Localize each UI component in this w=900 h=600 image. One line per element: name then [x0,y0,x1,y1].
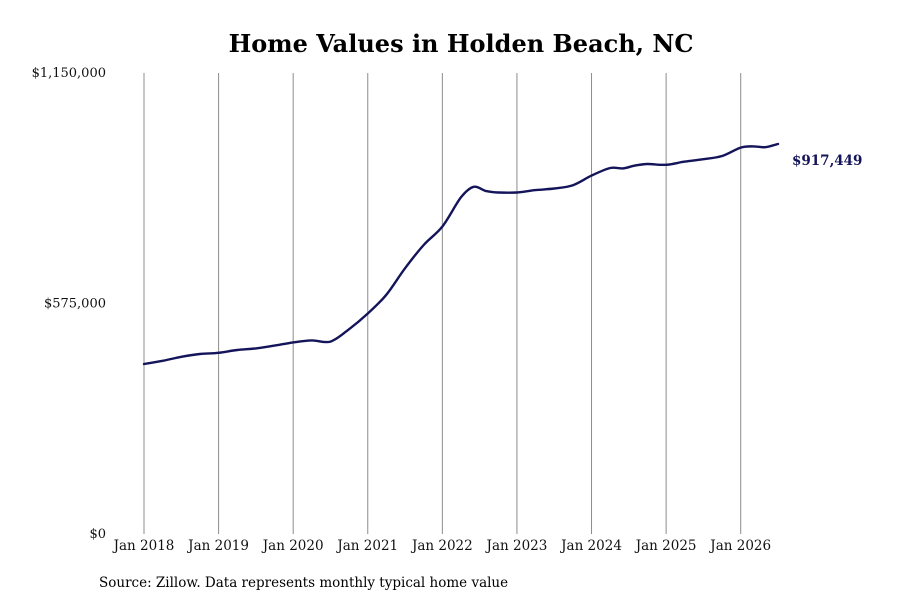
x-tick-label: Jan 2018 [112,538,175,554]
y-axis-ticks: $0 $575,000 $1,150,000 [32,66,106,542]
x-tick-label: Jan 2020 [261,538,324,554]
x-tick-label: Jan 2025 [634,538,697,554]
x-tick-label: Jan 2022 [410,538,473,554]
y-tick-label: $1,150,000 [32,66,106,81]
home-value-series-line [142,142,780,366]
y-tick-label: $575,000 [44,297,106,312]
gridlines [143,73,742,534]
source-note: Source: Zillow. Data represents monthly … [99,575,508,591]
latest-value-label: $917,449 [792,153,862,169]
x-tick-label: Jan 2019 [186,538,249,554]
x-tick-label: Jan 2024 [559,538,622,554]
x-tick-label: Jan 2023 [485,538,548,554]
x-tick-label: Jan 2021 [335,538,398,554]
chart-title: Home Values in Holden Beach, NC [229,29,694,58]
x-tick-label: Jan 2026 [708,538,771,554]
y-tick-label: $0 [89,527,106,542]
x-axis-ticks: Jan 2018 Jan 2019 Jan 2020 Jan 2021 Jan 2022… [112,538,772,554]
